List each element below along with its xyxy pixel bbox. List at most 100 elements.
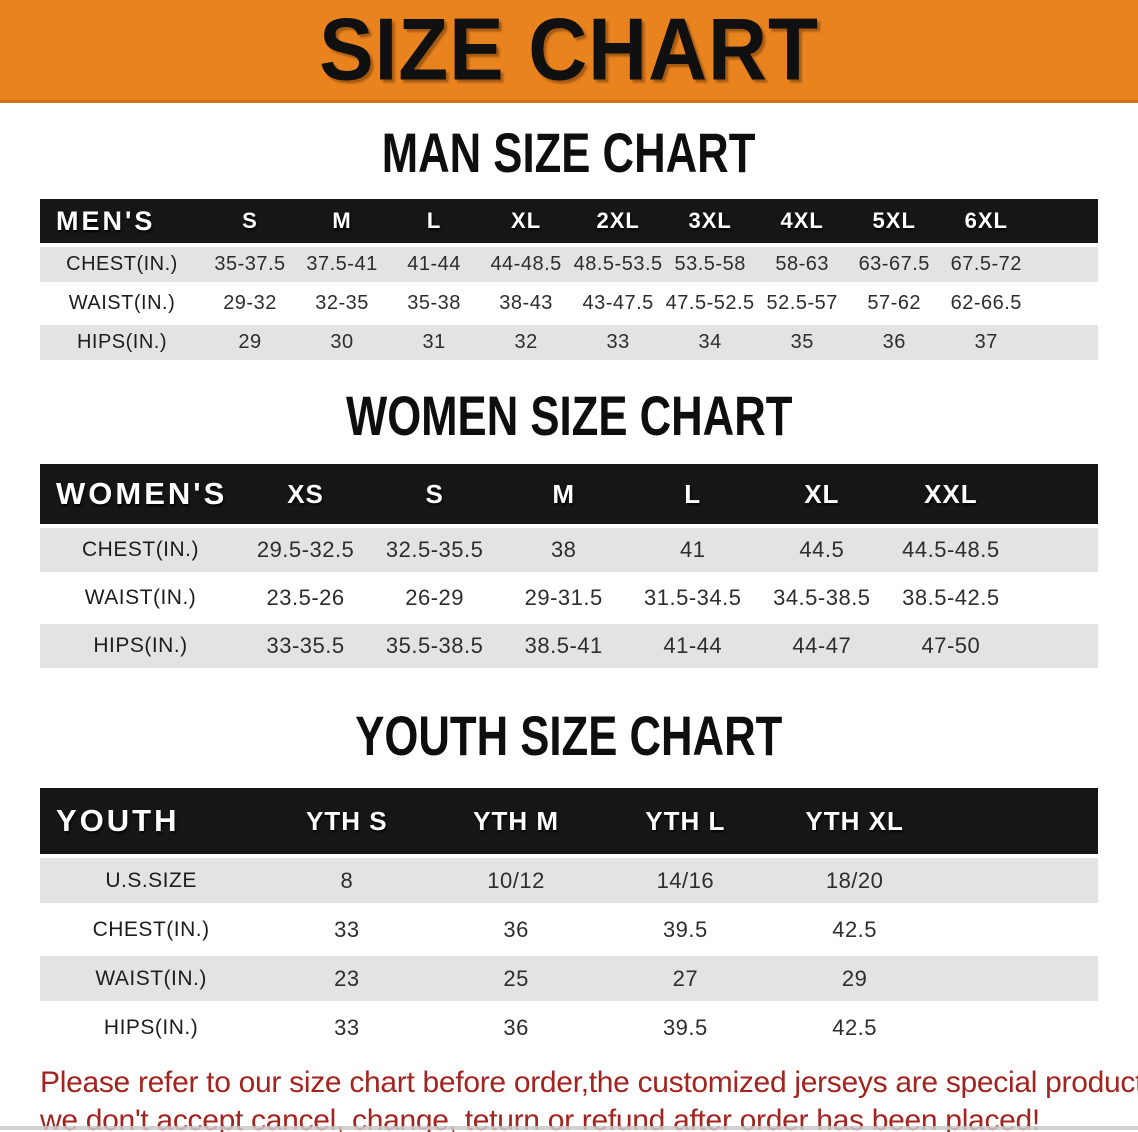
women-row-filler [1015, 524, 1098, 572]
men-size-column-header: 2XL [572, 199, 665, 243]
men-measure-value: 47.5-52.5 [664, 282, 757, 321]
men-measure-value: 33 [572, 321, 665, 360]
youth-measure-row: CHEST(IN.) 33 36 39.5 42.5 [40, 903, 1098, 952]
women-measure-value: 35.5-38.5 [370, 620, 500, 668]
youth-measure-value: 39.5 [600, 903, 770, 952]
men-row-label: HIPS(IN.) [40, 321, 204, 360]
youth-measure-value: 10/12 [431, 854, 601, 903]
women-measure-value: 31.5-34.5 [628, 572, 758, 620]
bottom-divider [0, 1126, 1138, 1130]
men-header-filler [1032, 199, 1098, 243]
women-measure-value: 44.5-48.5 [886, 524, 1016, 572]
youth-measure-value: 25 [431, 952, 601, 1001]
youth-measure-row: U.S.SIZE 8 10/12 14/16 18/20 [40, 854, 1098, 903]
women-size-column-header: XXL [886, 464, 1016, 524]
women-header-filler [1015, 464, 1098, 524]
youth-measure-value: 18/20 [769, 854, 940, 903]
women-header-row: WOMEN'S XS S M L XL XXL [40, 464, 1098, 524]
page-title: SIZE CHART [319, 1, 819, 99]
youth-measure-value: 33 [262, 1001, 432, 1050]
men-measure-value: 31 [388, 321, 481, 360]
men-measure-value: 29 [204, 321, 297, 360]
men-size-column-header: 3XL [664, 199, 757, 243]
men-size-column-header: L [388, 199, 481, 243]
men-measure-value: 35-37.5 [204, 243, 297, 282]
women-measure-value: 23.5-26 [241, 572, 371, 620]
women-measure-value: 44.5 [757, 524, 887, 572]
disclaimer-line-1: Please refer to our size chart before or… [40, 1066, 1138, 1099]
men-size-column-header: XL [480, 199, 573, 243]
women-measure-value: 32.5-35.5 [370, 524, 500, 572]
men-measure-value: 35 [756, 321, 849, 360]
youth-row-label: WAIST(IN.) [40, 952, 263, 1001]
men-size-chart-section: MAN SIZE CHART MEN'S S M L XL 2XL 3XL 4XL 5XL 6XL C… [40, 125, 1098, 360]
women-measure-value: 44-47 [757, 620, 887, 668]
men-size-column-header: 4XL [756, 199, 849, 243]
men-row-filler [1032, 321, 1098, 360]
women-measure-row: HIPS(IN.) 33-35.5 35.5-38.5 38.5-41 41-44 44-… [40, 620, 1098, 668]
banner: SIZE CHART [0, 0, 1138, 103]
women-size-column-header: L [628, 464, 758, 524]
men-measure-value: 41-44 [388, 243, 481, 282]
men-measure-value: 67.5-72 [940, 243, 1033, 282]
men-size-column-header: S [204, 199, 297, 243]
women-measure-value: 38.5-41 [499, 620, 629, 668]
youth-size-column-header: YTH S [262, 788, 432, 854]
youth-chart-heading: YOUTH SIZE CHART [40, 708, 1098, 764]
youth-row-filler [939, 952, 1098, 1001]
women-measure-row: WAIST(IN.) 23.5-26 26-29 29-31.5 31.5-34.5 34… [40, 572, 1098, 620]
youth-measure-value: 39.5 [600, 1001, 770, 1050]
men-measure-value: 44-48.5 [480, 243, 573, 282]
men-measure-value: 35-38 [388, 282, 481, 321]
youth-row-filler [939, 854, 1098, 903]
women-row-label: CHEST(IN.) [40, 524, 242, 572]
youth-size-column-header: YTH XL [769, 788, 940, 854]
youth-size-table: YOUTH YTH S YTH M YTH L YTH XL U.S.SIZE 8 10/12… [40, 788, 1098, 1050]
women-measure-value: 47-50 [886, 620, 1016, 668]
women-chart-heading-text: WOMEN SIZE CHART [345, 384, 793, 447]
women-measure-value: 34.5-38.5 [757, 572, 887, 620]
men-size-table: MEN'S S M L XL 2XL 3XL 4XL 5XL 6XL CHEST(IN.) 35-37… [40, 199, 1098, 360]
men-measure-value: 37.5-41 [296, 243, 389, 282]
women-size-column-header: XS [241, 464, 371, 524]
men-measure-value: 52.5-57 [756, 282, 849, 321]
men-chart-heading: MAN SIZE CHART [40, 125, 1098, 181]
women-chart-heading: WOMEN SIZE CHART [40, 388, 1098, 444]
youth-header-filler [939, 788, 1098, 854]
men-table-title: MEN'S [40, 199, 204, 243]
men-measure-value: 43-47.5 [572, 282, 665, 321]
youth-measure-value: 23 [262, 952, 432, 1001]
women-size-chart-section: WOMEN SIZE CHART WOMEN'S XS S M L XL XXL CHEST(I… [40, 388, 1098, 668]
youth-measure-value: 14/16 [600, 854, 770, 903]
men-row-filler [1032, 243, 1098, 282]
women-measure-value: 41 [628, 524, 758, 572]
youth-row-label: U.S.SIZE [40, 854, 263, 903]
youth-measure-row: HIPS(IN.) 33 36 39.5 42.5 [40, 1001, 1098, 1050]
men-measure-value: 36 [848, 321, 941, 360]
men-measure-row: HIPS(IN.) 29 30 31 32 33 34 35 36 37 [40, 321, 1098, 360]
men-measure-value: 57-62 [848, 282, 941, 321]
women-row-label: WAIST(IN.) [40, 572, 242, 620]
men-measure-value: 30 [296, 321, 389, 360]
women-row-label: HIPS(IN.) [40, 620, 242, 668]
men-measure-row: CHEST(IN.) 35-37.5 37.5-41 41-44 44-48.5 48.5… [40, 243, 1098, 282]
women-measure-value: 33-35.5 [241, 620, 371, 668]
women-measure-value: 38.5-42.5 [886, 572, 1016, 620]
women-measure-value: 41-44 [628, 620, 758, 668]
women-measure-value: 29.5-32.5 [241, 524, 371, 572]
youth-measure-value: 8 [262, 854, 432, 903]
men-measure-value: 29-32 [204, 282, 297, 321]
youth-measure-row: WAIST(IN.) 23 25 27 29 [40, 952, 1098, 1001]
women-measure-row: CHEST(IN.) 29.5-32.5 32.5-35.5 38 41 44.5 44.5… [40, 524, 1098, 572]
youth-measure-value: 36 [431, 1001, 601, 1050]
men-size-column-header: M [296, 199, 389, 243]
women-measure-value: 29-31.5 [499, 572, 629, 620]
youth-row-filler [939, 903, 1098, 952]
women-measure-value: 26-29 [370, 572, 500, 620]
youth-row-label: HIPS(IN.) [40, 1001, 263, 1050]
men-size-column-header: 5XL [848, 199, 941, 243]
men-measure-value: 58-63 [756, 243, 849, 282]
youth-table-title: YOUTH [40, 788, 263, 854]
women-measure-value: 38 [499, 524, 629, 572]
men-measure-value: 48.5-53.5 [572, 243, 665, 282]
